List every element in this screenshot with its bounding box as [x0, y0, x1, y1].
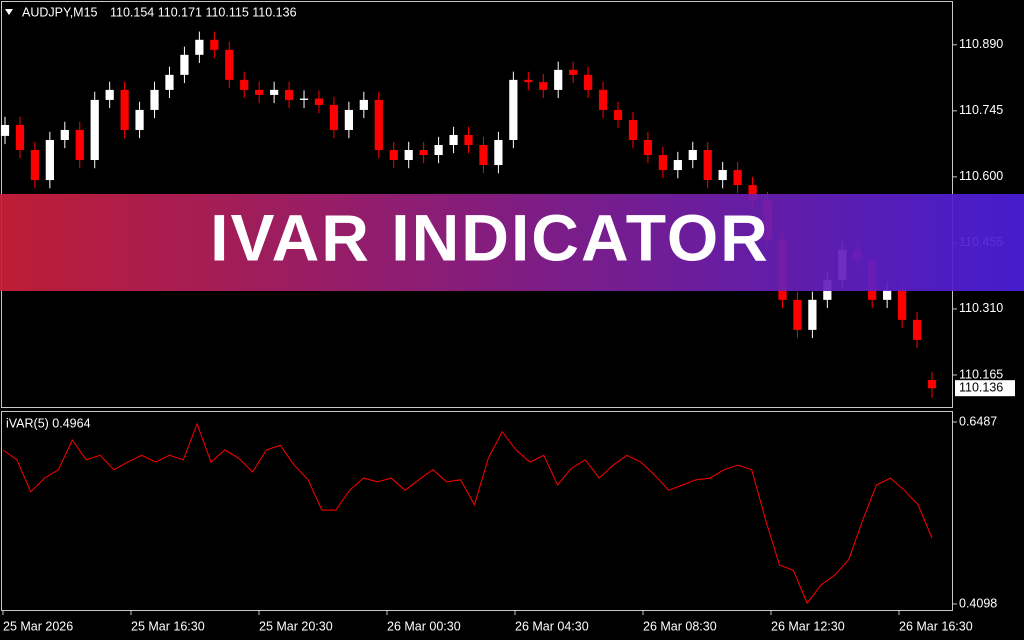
indicator-panel-frame — [1, 411, 953, 611]
y-tick-label: 0.6487 — [959, 414, 997, 428]
candle-body — [195, 39, 204, 55]
candle-body — [569, 69, 578, 75]
candle-body — [240, 79, 249, 90]
candle-body — [479, 144, 488, 166]
x-tick-label: 26 Mar 08:30 — [643, 619, 717, 633]
candle-body — [643, 139, 653, 156]
candle-body — [344, 109, 353, 130]
candle-body — [883, 289, 892, 300]
candle-body — [912, 319, 922, 340]
candle-body — [554, 69, 563, 90]
candle-body — [584, 74, 593, 90]
x-tick-label: 25 Mar 20:30 — [259, 619, 333, 633]
candle-body — [270, 89, 279, 95]
candle-body — [748, 185, 757, 201]
candle-body — [897, 289, 907, 320]
y-tick-label: 110.745 — [959, 103, 1003, 117]
symbol: AUDJPY,M15 — [22, 5, 98, 19]
candle-body — [524, 79, 533, 83]
y-tick-label: 0.4098 — [959, 596, 997, 610]
indicator-title: iVAR(5) 0.4964 — [6, 416, 91, 430]
candle-body — [180, 54, 189, 75]
candle-body — [60, 129, 69, 140]
candle-body — [658, 155, 667, 171]
candle-body — [718, 170, 727, 181]
candle-body — [15, 124, 25, 151]
x-tick-label: 25 Mar 2026 — [3, 619, 73, 633]
candle-body — [30, 150, 40, 181]
banner-band — [0, 194, 1024, 291]
candle-body — [703, 150, 712, 181]
banner-title: IVAR INDICATOR — [210, 200, 770, 274]
ivar-line — [2, 422, 933, 605]
y-tick-label: 110.890 — [959, 37, 1003, 51]
y-tick-label: 110.600 — [959, 169, 1003, 183]
candle-body — [284, 89, 294, 100]
current-price-label: 110.136 — [959, 380, 1003, 394]
ohlc: 110.154 110.171 110.115 110.136 — [110, 5, 297, 19]
candle-body — [120, 89, 129, 130]
banner: IVAR INDICATOR — [0, 194, 1024, 291]
candle-body — [404, 150, 413, 161]
candle-body — [419, 150, 428, 156]
candle-body — [449, 134, 458, 145]
candle-body — [808, 299, 817, 330]
candle-body — [299, 98, 309, 100]
candle-body — [314, 98, 324, 105]
candle-body — [927, 379, 937, 389]
candle-body — [793, 299, 802, 330]
marks: 110.890110.745110.600110.455110.310110.1… — [0, 31, 1015, 610]
candle-body — [374, 99, 383, 151]
candle-body — [165, 74, 174, 90]
symbol-menu-arrow[interactable] — [5, 9, 13, 15]
candle-body — [464, 134, 473, 145]
candle-body — [598, 89, 608, 110]
candle-body — [225, 49, 234, 80]
candle-body — [389, 150, 398, 161]
candle-body — [509, 79, 518, 140]
x-tick-label: 26 Mar 12:30 — [771, 619, 845, 633]
candle-body — [135, 109, 144, 130]
candle-body — [150, 89, 159, 110]
current-price-box — [955, 380, 1015, 397]
x-tick-label: 26 Mar 04:30 — [515, 619, 589, 633]
candle-body — [673, 160, 682, 171]
x-tick-label: 26 Mar 16:30 — [899, 619, 973, 633]
x-tick-label: 25 Mar 16:30 — [131, 619, 205, 633]
candle-body — [0, 124, 10, 136]
candle-body — [75, 129, 84, 161]
x-tick-label: 26 Mar 00:30 — [387, 619, 461, 633]
candle-body — [210, 39, 219, 50]
candle-body — [359, 99, 368, 110]
candle-body — [105, 89, 114, 100]
candle-body — [255, 89, 264, 95]
candle-body — [688, 150, 697, 161]
candle-body — [539, 82, 548, 90]
candle-body — [613, 109, 623, 120]
candle-body — [45, 139, 54, 181]
candle-body — [733, 170, 742, 186]
candle-body — [329, 104, 339, 130]
candle-body — [628, 119, 638, 140]
candle-body — [494, 139, 503, 166]
y-tick-label: 110.310 — [959, 301, 1003, 315]
candle-body — [90, 99, 99, 161]
y-tick-label: 110.165 — [959, 367, 1003, 381]
candle-body — [434, 144, 443, 156]
